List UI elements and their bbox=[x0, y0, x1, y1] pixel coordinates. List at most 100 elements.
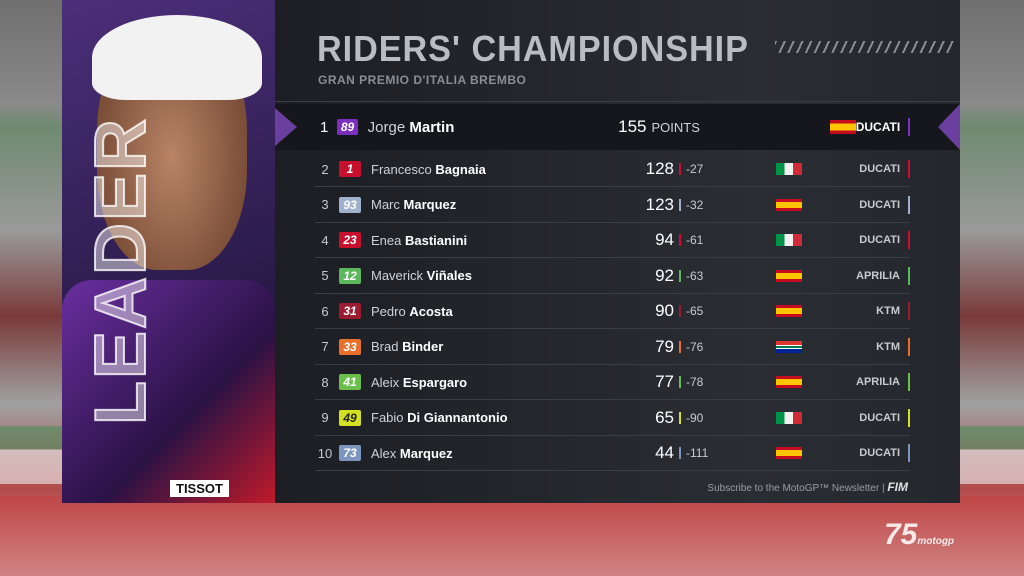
flag-spain-icon bbox=[829, 120, 856, 134]
points-gap: -61 bbox=[686, 233, 704, 247]
position: 4 bbox=[321, 232, 329, 248]
event-subtitle: GRAN PREMIO D'ITALIA BREMBO bbox=[318, 73, 527, 87]
team-color-bar bbox=[908, 231, 910, 249]
team-color-bar bbox=[908, 118, 910, 136]
rider-number-badge: 41 bbox=[339, 374, 361, 390]
flag-south-africa-icon bbox=[776, 340, 802, 353]
rider-points: 128 bbox=[645, 159, 674, 178]
rider-points: 79 bbox=[655, 336, 674, 356]
team-color-bar bbox=[908, 195, 910, 214]
standings-row[interactable]: 7 33 Brad Binder 79 -76 KTM bbox=[315, 330, 910, 365]
rider-number-badge: 93 bbox=[339, 196, 361, 213]
gap-separator bbox=[679, 376, 681, 388]
flag-spain-icon bbox=[776, 447, 802, 459]
rider-name: Enea Bastianini bbox=[371, 232, 468, 248]
position: 9 bbox=[321, 410, 329, 425]
flag-spain-icon bbox=[776, 305, 802, 317]
team-name: APRILIA bbox=[856, 376, 900, 388]
position: 10 bbox=[317, 445, 333, 461]
team-name: KTM bbox=[876, 340, 900, 353]
standings-row[interactable]: 10 73 Alex Marquez 44 -111 DUCATI bbox=[315, 436, 910, 471]
rider-number-badge: 49 bbox=[339, 409, 361, 426]
rider-points: 90 bbox=[655, 301, 674, 320]
team-color-bar bbox=[908, 373, 910, 391]
standings-row[interactable]: 5 12 Maverick Viñales 92 -63 APRILIA bbox=[315, 259, 910, 294]
rider-number-badge: 73 bbox=[339, 445, 361, 461]
rider-name: Marc Marquez bbox=[371, 197, 457, 212]
team-color-bar bbox=[908, 337, 910, 356]
rider-number-badge: 12 bbox=[339, 267, 361, 284]
points-label: POINTS bbox=[651, 119, 700, 135]
team-color-bar bbox=[908, 302, 910, 320]
leader-side-text: LEADER bbox=[80, 116, 162, 426]
position: 8 bbox=[321, 374, 329, 390]
standings-row[interactable]: 9 49 Fabio Di Giannantonio 65 -90 DUCATI bbox=[315, 401, 910, 436]
gap-separator bbox=[679, 269, 681, 282]
rider-name: Francesco Bagnaia bbox=[371, 161, 486, 177]
position: 6 bbox=[321, 303, 329, 319]
points-gap: -65 bbox=[686, 304, 704, 318]
standings-row[interactable]: 8 41 Aleix Espargaro 77 -78 APRILIA bbox=[315, 365, 910, 400]
team-name: DUCATI bbox=[859, 163, 900, 175]
motogp-75-logo: 75motogp bbox=[884, 518, 955, 551]
flag-spain-icon bbox=[776, 198, 802, 211]
standings-row[interactable]: 4 23 Enea Bastianini 94 -61 DUCATI bbox=[315, 223, 910, 258]
rider-name: Fabio Di Giannantonio bbox=[371, 410, 508, 425]
rider-name: Maverick Viñales bbox=[371, 268, 472, 283]
team-name: KTM bbox=[876, 305, 900, 317]
flag-italy-icon bbox=[776, 163, 802, 175]
rider-points: 44 bbox=[655, 443, 674, 462]
team-color-bar bbox=[908, 266, 910, 285]
divider bbox=[275, 101, 960, 102]
leader-arrow-right-icon bbox=[938, 104, 960, 150]
decorative-stripes bbox=[775, 41, 955, 53]
rider-points: 155 bbox=[618, 117, 647, 136]
team-name: DUCATI bbox=[859, 198, 900, 211]
points-gap: -76 bbox=[686, 339, 704, 354]
rider-points: 65 bbox=[655, 407, 674, 427]
points-gap: -90 bbox=[686, 410, 704, 425]
tissot-logo: TISSOT bbox=[170, 480, 229, 497]
rider-name: Jorge Martin bbox=[367, 118, 455, 136]
team-color-bar bbox=[908, 160, 910, 178]
points-gap: -32 bbox=[686, 197, 704, 212]
rider-number-badge: 1 bbox=[339, 161, 361, 177]
team-name: DUCATI bbox=[855, 120, 901, 134]
standings-row[interactable]: 1 89 Jorge Martin 155 POINTS DUCATI bbox=[275, 104, 960, 150]
position: 3 bbox=[321, 197, 329, 212]
standings-row[interactable]: 6 31 Pedro Acosta 90 -65 KTM bbox=[315, 294, 910, 329]
points-gap: -78 bbox=[686, 375, 704, 389]
rider-number-badge: 23 bbox=[339, 232, 361, 248]
rider-name: Alex Marquez bbox=[371, 445, 453, 461]
gap-separator bbox=[679, 234, 681, 246]
leader-arrow-left-icon bbox=[275, 108, 297, 146]
position: 2 bbox=[321, 161, 329, 177]
position: 7 bbox=[321, 339, 329, 354]
gap-separator bbox=[679, 411, 681, 424]
flag-spain-icon bbox=[776, 269, 802, 282]
rider-cap bbox=[92, 15, 262, 100]
standings-row[interactable]: 2 1 Francesco Bagnaia 128 -27 DUCATI bbox=[315, 152, 910, 187]
rider-points: 94 bbox=[655, 230, 674, 249]
team-name: APRILIA bbox=[856, 269, 900, 282]
flag-spain-icon bbox=[776, 376, 802, 388]
page-title: RIDERS' CHAMPIONSHIP bbox=[317, 28, 749, 69]
points-gap: -27 bbox=[686, 162, 704, 176]
rider-points: 77 bbox=[655, 372, 674, 391]
standings-row[interactable]: 3 93 Marc Marquez 123 -32 DUCATI bbox=[315, 188, 910, 223]
rider-number-badge: 31 bbox=[339, 303, 361, 319]
gap-separator bbox=[679, 447, 681, 459]
rider-name: Brad Binder bbox=[371, 339, 444, 354]
rider-suit bbox=[62, 280, 275, 503]
team-name: DUCATI bbox=[859, 411, 900, 424]
leader-photo: LEADER TISSOT bbox=[62, 0, 275, 503]
flag-italy-icon bbox=[776, 234, 802, 246]
newsletter-footer[interactable]: Subscribe to the MotoGP™ Newsletter | FI… bbox=[707, 480, 908, 494]
rider-number-badge: 89 bbox=[337, 119, 358, 135]
position: 5 bbox=[321, 268, 329, 283]
team-name: DUCATI bbox=[859, 447, 900, 459]
points-gap: -111 bbox=[686, 446, 709, 460]
gap-separator bbox=[679, 198, 681, 211]
team-color-bar bbox=[908, 444, 910, 462]
team-color-bar bbox=[908, 408, 910, 427]
